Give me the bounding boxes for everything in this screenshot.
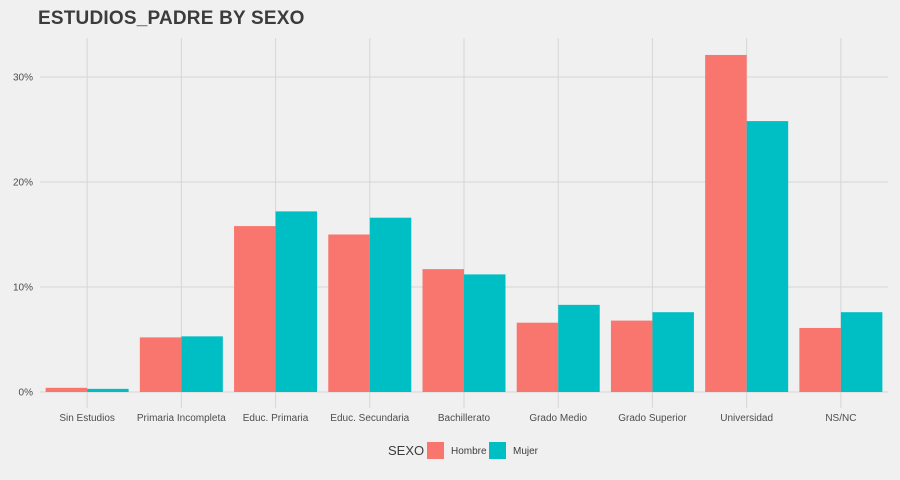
legend-label-mujer: Mujer [513, 446, 539, 457]
bar-mujer-5 [558, 304, 600, 392]
y-tick-label: 20% [13, 178, 33, 189]
x-tick-label: NS/NC [825, 413, 856, 424]
bar-hombre-0 [45, 387, 88, 392]
y-tick-label: 0% [19, 388, 34, 399]
bar-mujer-6 [652, 312, 694, 392]
bar-hombre-8 [799, 327, 841, 392]
bar-mujer-1 [181, 336, 223, 392]
bar-hombre-4 [422, 269, 464, 392]
x-tick-label: Sin Estudios [59, 413, 115, 424]
y-tick-label: 10% [13, 283, 33, 294]
bar-mujer-7 [746, 121, 789, 392]
bar-mujer-8 [840, 312, 883, 392]
bar-mujer-3 [369, 217, 412, 392]
legend-swatch-mujer [489, 442, 506, 459]
x-tick-label: Bachillerato [438, 413, 491, 424]
x-tick-label: Universidad [720, 413, 773, 424]
chart-title: ESTUDIOS_PADRE BY SEXO [38, 8, 305, 29]
bar-hombre-7 [705, 54, 747, 392]
x-tick-label: Grado Medio [529, 413, 587, 424]
legend-swatch-hombre [427, 442, 444, 459]
bar-mujer-4 [464, 274, 506, 392]
x-tick-label: Educ. Secundaria [330, 413, 409, 424]
x-tick-label: Grado Superior [618, 413, 687, 424]
bar-hombre-6 [610, 320, 653, 392]
y-tick-label: 30% [13, 73, 33, 84]
x-tick-label: Primaria Incompleta [137, 413, 226, 424]
bar-hombre-2 [234, 226, 276, 392]
legend-label-hombre: Hombre [451, 446, 487, 457]
bar-hombre-1 [139, 337, 182, 392]
x-tick-label: Educ. Primaria [243, 413, 309, 424]
bar-mujer-0 [87, 388, 129, 392]
bar-mujer-2 [275, 211, 318, 392]
bar-hombre-3 [328, 234, 370, 392]
legend-title: SEXO [388, 443, 424, 458]
bar-hombre-5 [516, 322, 559, 392]
